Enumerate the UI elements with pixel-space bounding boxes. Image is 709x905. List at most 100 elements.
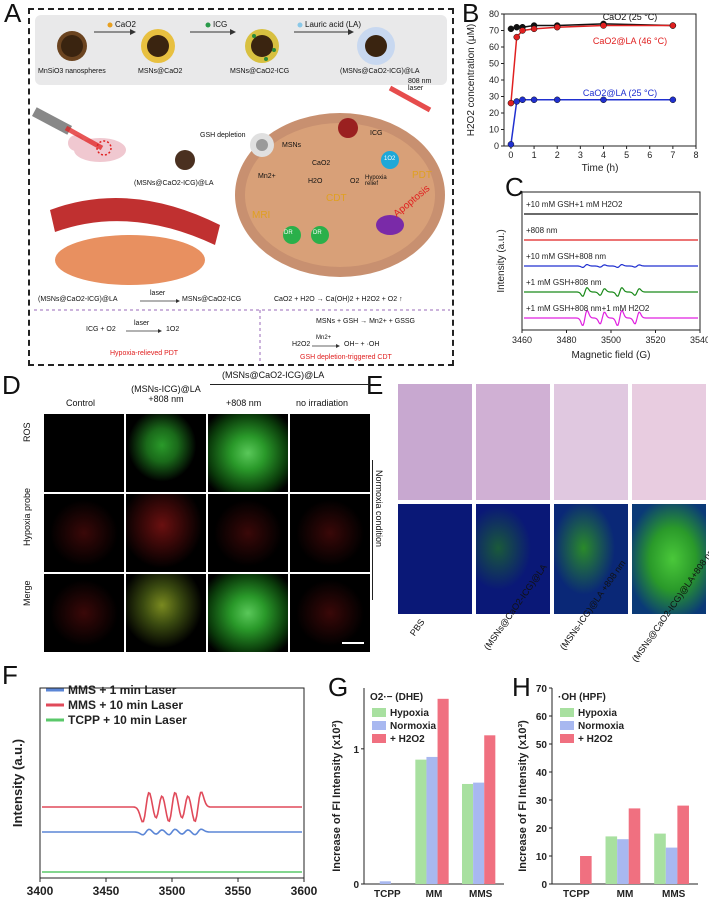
fluor-pbs [398,504,472,614]
chart-b-point-1-5 [600,22,607,29]
chart-b-xtick-label-6: 6 [647,150,652,160]
chart-b-series-label-1: CaO2@LA (46 °C) [593,36,667,46]
chart-g: 0 1 TCPP MM MMS Increase of FI Intensity (x10… [331,688,504,900]
tumor-label-dr1: DR [284,230,293,236]
col-header-808: +808 nm [226,398,262,408]
chart-c-series-3 [524,287,698,297]
panel-a-drawing [31,22,450,365]
col-header-group: (MSNs@CaO2-ICG)@LA [222,370,325,380]
equation-3-cond: laser [134,320,150,327]
chart-b-ytick-label-5: 50 [489,59,499,69]
chart-c-series-2 [524,264,698,268]
equation-1-cond: laser [150,290,166,297]
equation-1-left: (MSNs@CaO2-ICG)@LA [38,296,118,303]
chart-h-ytick-label-2: 20 [536,824,548,835]
micrograph-merge-noirr [290,574,370,652]
chart-h-bar-1-0 [605,836,618,884]
chart-b-point-1-2 [519,27,526,34]
chart-h-bar-1-1 [617,839,629,884]
chart-f-series-0 [42,828,302,836]
chart-f-legend-label-0: MMS + 1 min Laser [68,683,177,697]
micrograph-merge-control [44,574,124,652]
chart-g-legend-swatch-1 [372,721,386,730]
chart-b-frame [503,13,697,147]
chart-b-point-0-1 [513,23,520,31]
tumor-label-gsh: GSH depletion [200,132,246,139]
micrograph-merge-808 [208,574,288,652]
chart-b-ylabel: H2O2 concentration (μM) [466,24,477,136]
chart-b-point-2-5 [600,96,607,104]
tumor-label-mri: MRI [252,210,271,221]
chart-g-bar-2-0 [462,783,474,884]
equation-3-left: ICG + O2 [86,326,116,333]
micrograph-hypoxia-noirr [290,494,370,572]
chart-g-xtick-label-1: MM [426,889,443,900]
chart-f: 3400 3450 3500 3550 3600 Intensity (a.u.) MMS … [10,683,318,898]
tumor-label-cdt: CDT [326,193,347,204]
chart-b-point-2-0 [507,141,515,148]
tumor-label-pdt: PDT [412,170,432,181]
panel-d-micrographs: Control (MSNs-ICG)@LA +808 nm (MSNs@CaO2… [0,370,384,660]
chart-b-point-1-0 [507,99,515,107]
chart-h-legend-label-1: Normoxia [578,721,625,732]
chart-f-ylabel: Intensity (a.u.) [10,739,25,827]
chart-f-xtick-label-0: 3400 [27,884,54,898]
micrograph-hypoxia-control [44,494,124,572]
product-label-4: (MSNs@CaO2-ICG)@LA [340,68,420,75]
chart-h-xtick-label-2: MMS [662,889,686,900]
reagent-label-3: Lauric acid (LA) [305,20,362,29]
chart-h-title: ·OH (HPF) [558,692,606,703]
chart-b-xtick-label-1: 1 [532,150,537,160]
product-label-3: MSNs@CaO2-ICG [230,68,290,75]
chart-h-legend-swatch-1 [560,721,574,730]
chart-g-ylabel: Increase of FI Intensity (x10³) [331,720,343,872]
chart-b-ytick-label-6: 60 [489,42,499,52]
equation-2: CaO2 + H2O → Ca(OH)2 + H2O2 + O2 ↑ [274,296,403,303]
he-full [632,384,706,500]
side-bar [372,460,373,600]
chart-h-bar-1-2 [628,808,641,884]
chart-c-series-label-4: +1 mM GSH+808 nm+1 mM H2O2 [526,304,650,313]
he-msns-cao2 [476,384,550,500]
row-label-merge: Merge [22,580,32,606]
product-label-2: MSNs@CaO2 [138,68,183,75]
chart-h-legend-label-0: Hypoxia [578,708,617,719]
chart-b-series-label-0: CaO2 (25 °C) [603,12,658,22]
chart-g-bar-2-2 [484,735,496,884]
equation-5-left: H2O2 [292,341,311,348]
chart-h-legend-swatch-2 [560,734,574,743]
chart-h-bar-2-1 [665,847,678,884]
scale-bar [342,642,364,644]
chart-c-xlabel: Magnetic field (G) [572,350,651,361]
chart-h-ytick-label-1: 10 [536,852,548,863]
particle-label: (MSNs@CaO2-ICG)@LA [134,180,214,187]
reagent-label-2: ICG [213,20,228,29]
chart-g-xtick-label-2: MMS [469,889,493,900]
chart-b-ytick-label-8: 80 [489,9,499,19]
caption-gsh-cdt: GSH depletion-triggered CDT [300,354,392,361]
row-label-ros: ROS [22,422,32,442]
row-label-hypoxia: Hypoxia probe [22,487,32,546]
chart-b-point-2-4 [553,96,561,104]
chart-c-series-label-3: +1 mM GSH+808 nm [526,278,602,287]
panel-e-tissue: PBS (MSNs@CaO2-ICG)@LA (MSNs-ICG)@LA +80… [398,384,709,664]
panel-label-g: G [328,672,349,702]
panel-label-b: B [462,0,480,28]
chart-h-legend-swatch-0 [560,708,574,717]
chart-b-point-2-6 [669,96,677,104]
chart-b-point-1-1 [513,33,520,41]
e-label-pbs: PBS [408,617,427,638]
chart-g-legend-label-2: + H2O2 [390,734,425,745]
chart-b-ytick-label-2: 20 [489,108,499,118]
chart-h-ytick-label-3: 30 [536,796,548,807]
laser-label: 808 nm laser [408,78,432,92]
reagent-label-1: CaO2 [115,20,136,29]
chart-h: 0 10 20 30 40 50 60 70 TCPP MM MMS Increase of FI I… [517,684,698,900]
chart-f-xtick-label-4: 3600 [291,884,318,898]
chart-f-legend-label-2: TCPP + 10 min Laser [68,713,187,727]
panel-label-e: E [366,370,384,400]
chart-b-point-2-3 [530,96,538,104]
tumor-label-o2: O2 [350,178,360,185]
col-header-control: Control [66,398,96,408]
tumor-label-cao2: CaO2 [312,160,331,167]
